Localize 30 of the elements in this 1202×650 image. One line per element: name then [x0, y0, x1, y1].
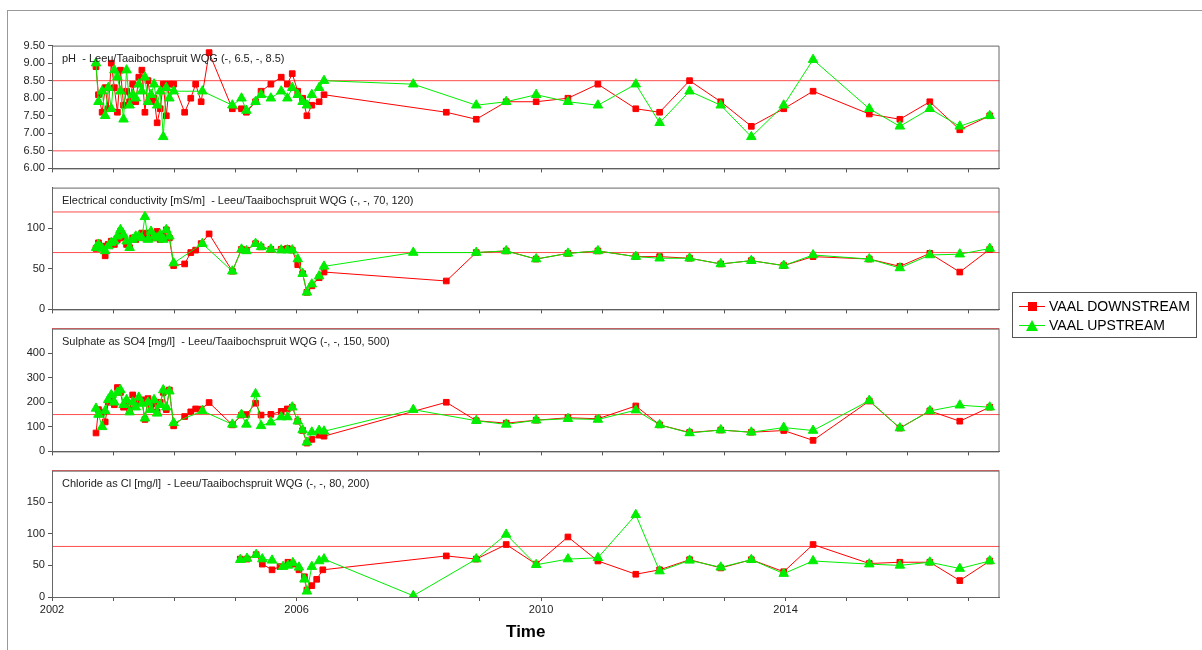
y-tick-label: 150 [26, 495, 45, 508]
y-tick-label: 400 [26, 346, 45, 359]
y-tick-label: 200 [26, 395, 45, 408]
legend-label: VAAL DOWNSTREAM [1049, 297, 1190, 314]
y-tick-label: 100 [26, 221, 45, 234]
y-tick-label: 7.50 [23, 108, 45, 121]
y-tick-label: 0 [38, 444, 45, 457]
y-tick-label: 8.50 [23, 73, 45, 86]
y-tick-label: 8.00 [23, 91, 45, 104]
y-tick-label: 300 [26, 370, 45, 383]
y-tick-label: 6.50 [23, 143, 45, 156]
text: Electrical conductivity [mS/m] - Leeu/Taaibochspruit WQG (-, -, 70, 120) [62, 194, 414, 207]
y-tick-label: 9.50 [23, 38, 45, 51]
x-tick-label: 2014 [773, 602, 798, 615]
x-tick-label: 2002 [39, 602, 65, 615]
y-tick-label: 50 [32, 558, 45, 571]
x-tick-label: 2006 [284, 602, 309, 615]
x-axis-title: Time [506, 622, 546, 642]
y-tick-label: 7.00 [23, 126, 45, 139]
y-tick-label: 0 [38, 590, 45, 603]
text: Chloride as Cl [mg/l] - Leeu/Taaibochspruit WQG (-, -, 80, 200) [62, 477, 370, 490]
y-tick-label: 9.00 [23, 56, 45, 69]
text: Sulphate as SO4 [mg/l] - Leeu/Taaibochspruit WQG (-, -, 150, 500) [62, 335, 390, 348]
y-tick-label: 0 [38, 302, 45, 315]
y-tick-label: 100 [26, 419, 45, 432]
y-tick-label: 50 [32, 261, 45, 274]
x-tick-label: 2010 [528, 602, 554, 615]
legend-label: VAAL UPSTREAM [1049, 316, 1165, 333]
y-tick-label: 6.00 [23, 161, 45, 174]
y-tick-label: 100 [26, 526, 45, 539]
